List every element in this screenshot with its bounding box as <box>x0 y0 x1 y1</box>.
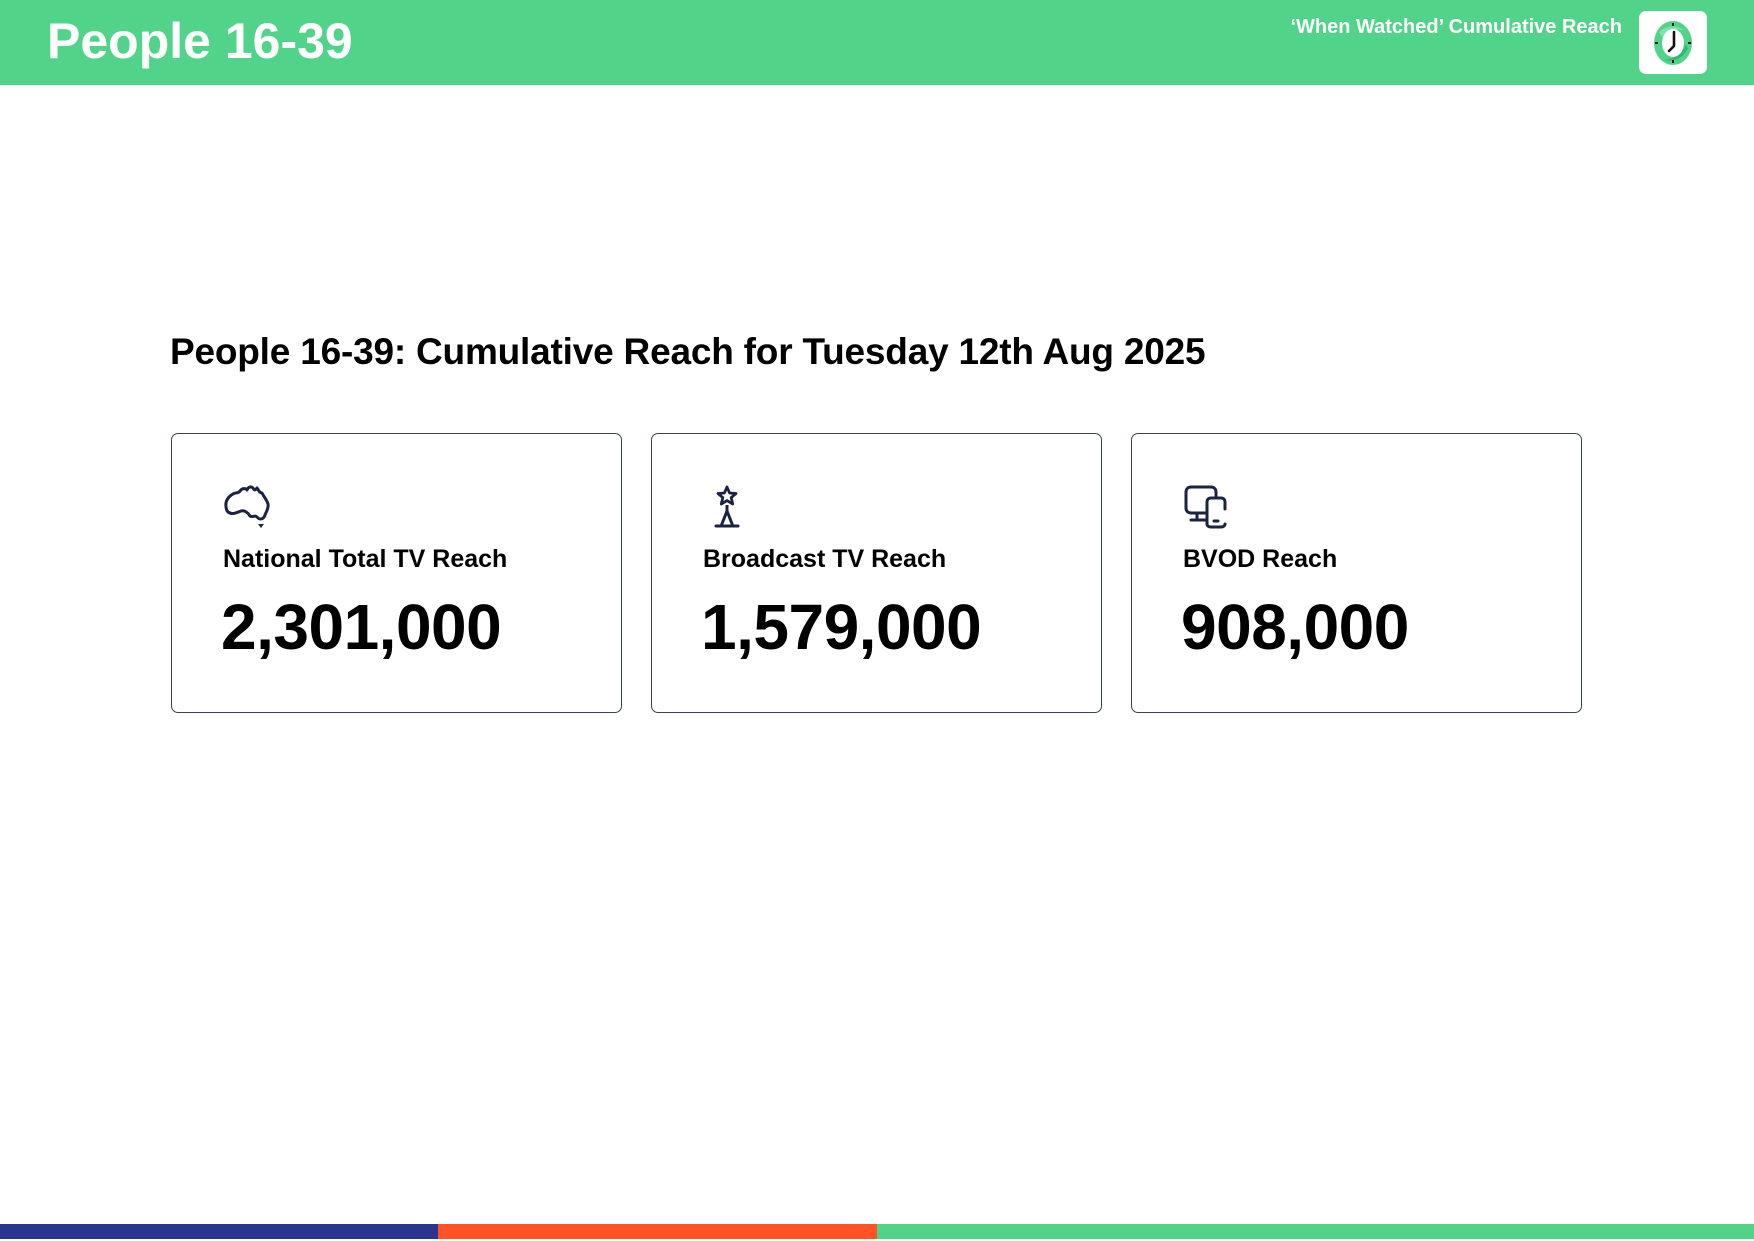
clock-icon <box>1654 20 1692 65</box>
national-total-tv-reach-card: National Total TV Reach 2,301,000 <box>171 433 622 713</box>
devices-monitor-phone-icon <box>1183 484 1233 530</box>
section-title: People 16-39: Cumulative Reach for Tuesd… <box>170 331 1206 372</box>
card-label: National Total TV Reach <box>223 545 508 573</box>
clock-badge <box>1639 11 1707 74</box>
card-label: BVOD Reach <box>1183 545 1338 573</box>
card-label: Broadcast TV Reach <box>703 545 947 573</box>
bvod-reach-card: BVOD Reach 908,000 <box>1131 433 1582 713</box>
footer-segment-orange <box>438 1224 877 1239</box>
broadcast-tower-star-icon <box>703 484 753 530</box>
card-value: 2,301,000 <box>221 591 502 663</box>
footer-segment-green <box>877 1224 1754 1239</box>
footer-segment-navy <box>0 1224 438 1239</box>
footer-color-bar <box>0 1224 1754 1239</box>
header-bar: People 16-39 ‘When Watched’ Cumulative R… <box>0 0 1754 85</box>
australia-map-icon <box>223 484 273 530</box>
report-type-label: ‘When Watched’ Cumulative Reach <box>1290 16 1622 38</box>
page-title: People 16-39 <box>47 13 353 69</box>
card-value: 1,579,000 <box>701 591 982 663</box>
broadcast-tv-reach-card: Broadcast TV Reach 1,579,000 <box>651 433 1102 713</box>
card-value: 908,000 <box>1181 591 1409 663</box>
